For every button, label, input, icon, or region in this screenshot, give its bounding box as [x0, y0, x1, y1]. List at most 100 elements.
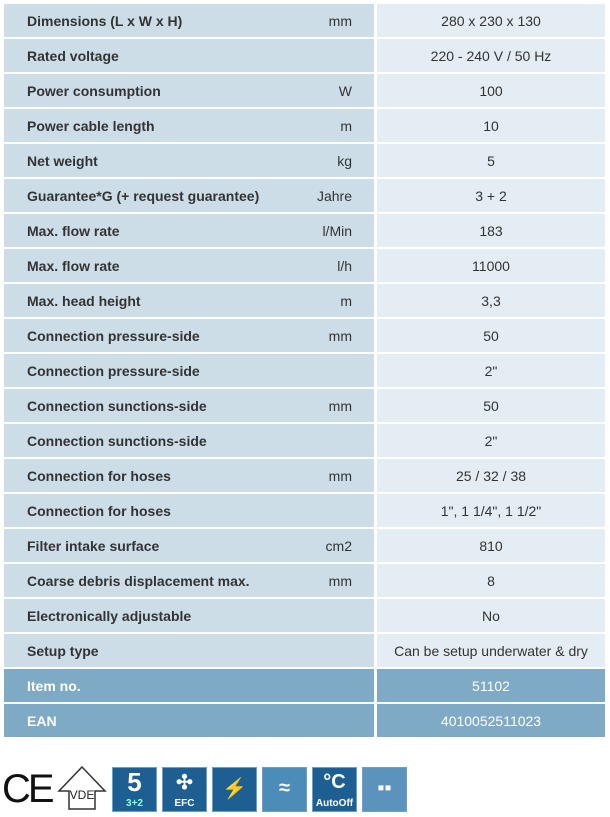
row-unit: Jahre	[316, 187, 352, 204]
row-unit: l/Min	[322, 222, 352, 239]
spec-table: Dimensions (L x W x H) mm 280 x 230 x 130 R…	[4, 4, 605, 739]
row-unit: mm	[328, 572, 352, 589]
value-cell: 220 - 240 V / 50 Hz	[377, 39, 605, 72]
label-cell: Connection pressure-side	[4, 354, 374, 387]
value-cell: 4010052511023	[377, 704, 605, 737]
value-cell: 51102	[377, 669, 605, 702]
row-value: 50	[483, 397, 499, 414]
row-label: Coarse debris displacement max.	[27, 572, 250, 589]
row-value: 183	[479, 222, 503, 239]
label-cell: Max. flow rate l/Min	[4, 214, 374, 247]
label-cell: Dimensions (L x W x H) mm	[4, 4, 374, 37]
row-label: Connection sunctions-side	[27, 432, 207, 449]
value-cell: 50	[377, 389, 605, 422]
table-row: Coarse debris displacement max. mm 8	[4, 564, 605, 597]
value-cell: 100	[377, 74, 605, 107]
row-unit: kg	[337, 152, 352, 169]
row-label: Connection pressure-side	[27, 362, 200, 379]
label-cell: Filter intake surface cm2	[4, 529, 374, 562]
label-cell: Connection pressure-side mm	[4, 319, 374, 352]
vde-mark-icon: VDE	[57, 765, 107, 810]
row-label: Filter intake surface	[27, 537, 160, 554]
row-value: 280 x 230 x 130	[441, 12, 541, 29]
row-label: Max. flow rate	[27, 257, 120, 274]
value-cell: 10	[377, 109, 605, 142]
value-cell: 280 x 230 x 130	[377, 4, 605, 37]
ce-mark-icon: CE	[2, 766, 55, 811]
row-label: Item no.	[27, 677, 81, 694]
row-value: 4010052511023	[440, 712, 542, 729]
table-row: Setup type Can be setup underwater & dry	[4, 634, 605, 667]
table-row: Connection for hoses mm 25 / 32 / 38	[4, 459, 605, 492]
row-label: Electronically adjustable	[27, 607, 192, 624]
label-cell: Coarse debris displacement max. mm	[4, 564, 374, 597]
row-value: 51102	[472, 677, 510, 694]
label-cell: Max. flow rate l/h	[4, 249, 374, 282]
value-cell: 183	[377, 214, 605, 247]
efc-badge-text: EFC	[174, 797, 195, 809]
label-cell: Electronically adjustable	[4, 599, 374, 632]
table-row: Filter intake surface cm2 810	[4, 529, 605, 562]
row-value: 25 / 32 / 38	[455, 467, 527, 484]
vde-mark-text: VDE	[70, 788, 95, 802]
table-row: Max. flow rate l/h 11000	[4, 249, 605, 282]
label-cell: EAN	[4, 704, 374, 737]
row-value: 50	[483, 327, 499, 344]
row-value: 100	[479, 82, 503, 99]
label-cell: Connection sunctions-side mm	[4, 389, 374, 422]
row-unit: l/h	[337, 257, 352, 274]
row-value: 11000	[472, 257, 510, 274]
row-label: Net weight	[27, 152, 98, 169]
row-label: Setup type	[27, 642, 99, 659]
label-cell: Connection sunctions-side	[4, 424, 374, 457]
row-value: 3,3	[481, 292, 501, 309]
label-cell: Item no.	[4, 669, 374, 702]
label-cell: Max. head height m	[4, 284, 374, 317]
table-row: Max. flow rate l/Min 183	[4, 214, 605, 247]
table-row: Max. head height m 3,3	[4, 284, 605, 317]
row-label: Connection for hoses	[27, 467, 171, 484]
table-row: Connection for hoses 1", 1 1/4", 1 1/2"	[4, 494, 605, 527]
label-cell: Connection for hoses	[4, 494, 374, 527]
certification-icons: CE VDE 5 3+2 ✣ EFC ⚡ ≈ °C AutoOff ▪▪	[2, 765, 407, 813]
table-row: Connection sunctions-side 2"	[4, 424, 605, 457]
value-cell: 1", 1 1/4", 1 1/2"	[377, 494, 605, 527]
row-unit: m	[340, 117, 352, 134]
table-row: Dimensions (L x W x H) mm 280 x 230 x 130	[4, 4, 605, 37]
row-value: 2"	[484, 432, 498, 449]
guarantee-badge-text: 3+2	[126, 797, 143, 809]
value-cell: 3 + 2	[377, 179, 605, 212]
row-unit: mm	[328, 327, 352, 344]
value-cell: 11000	[377, 249, 605, 282]
table-row: Net weight kg 5	[4, 144, 605, 177]
underwater-icon: ≈	[262, 766, 307, 812]
label-cell: Power consumption W	[4, 74, 374, 107]
label-cell: Connection for hoses mm	[4, 459, 374, 492]
low-energy-cost-icon: ⚡	[212, 766, 257, 812]
table-row: Rated voltage 220 - 240 V / 50 Hz	[4, 39, 605, 72]
row-value: 220 - 240 V / 50 Hz	[430, 47, 552, 64]
row-value: 1", 1 1/4", 1 1/2"	[440, 502, 542, 519]
row-label: Max. flow rate	[27, 222, 120, 239]
value-cell: 3,3	[377, 284, 605, 317]
row-value: 2"	[484, 362, 498, 379]
row-label: Connection sunctions-side	[27, 397, 207, 414]
row-unit: mm	[328, 397, 352, 414]
row-unit: mm	[328, 467, 352, 484]
row-label: Guarantee*G (+ request guarantee)	[27, 187, 260, 204]
value-cell: 5	[377, 144, 605, 177]
row-value: 10	[483, 117, 499, 134]
value-cell: 2"	[377, 354, 605, 387]
value-cell: 50	[377, 319, 605, 352]
label-cell: Power cable length m	[4, 109, 374, 142]
efc-icon: ✣ EFC	[162, 766, 207, 812]
label-cell: Setup type	[4, 634, 374, 667]
row-label: EAN	[27, 712, 57, 729]
row-unit: cm2	[325, 537, 352, 554]
row-label: Connection pressure-side	[27, 327, 200, 344]
label-cell: Guarantee*G (+ request guarantee) Jahre	[4, 179, 374, 212]
guarantee-5-years-icon: 5 3+2	[112, 766, 157, 812]
table-row: Guarantee*G (+ request guarantee) Jahre 3 …	[4, 179, 605, 212]
row-label: Dimensions (L x W x H)	[27, 12, 183, 29]
row-label: Power consumption	[27, 82, 161, 99]
